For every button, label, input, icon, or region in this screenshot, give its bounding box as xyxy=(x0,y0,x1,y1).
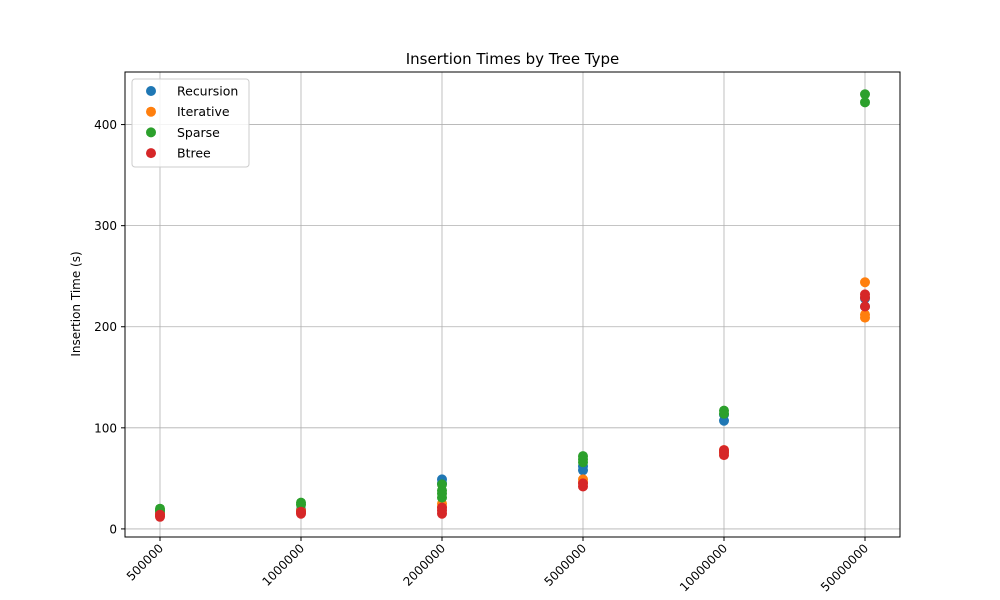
data-point xyxy=(719,405,729,416)
x-tick-label: 10000000 xyxy=(677,541,730,594)
legend-marker xyxy=(146,106,156,117)
data-point xyxy=(296,506,306,517)
x-axis-ticks: 500000 1000000 2000000 5000000 10000000 50000… xyxy=(124,537,871,594)
data-point xyxy=(155,509,165,520)
y-tick-label: 100 xyxy=(94,421,117,435)
series-sparse xyxy=(155,89,870,516)
data-point xyxy=(437,502,447,513)
data-point xyxy=(578,451,588,462)
data-point xyxy=(860,312,870,323)
y-tick-label: 200 xyxy=(94,320,117,334)
data-point xyxy=(437,479,447,490)
series-btree xyxy=(155,289,870,522)
x-tick-label: 5000000 xyxy=(541,541,589,589)
y-tick-label: 400 xyxy=(94,118,117,132)
legend: Recursion Iterative Sparse Btree xyxy=(131,78,250,168)
legend-marker xyxy=(146,127,156,138)
plot-area-frame xyxy=(124,71,901,538)
legend-marker xyxy=(146,148,156,159)
y-axis-label: Insertion Time (s) xyxy=(69,251,83,356)
data-point xyxy=(860,289,870,300)
x-tick-label: 1000000 xyxy=(259,541,307,589)
y-axis-ticks: 0 100 200 300 400 xyxy=(94,118,125,536)
y-tick-label: 300 xyxy=(94,219,117,233)
x-tick-label: 2000000 xyxy=(400,541,448,589)
legend-label: Sparse xyxy=(177,125,220,140)
data-point xyxy=(296,497,306,508)
data-point xyxy=(719,445,729,456)
series-recursion xyxy=(155,293,870,520)
data-points xyxy=(155,89,870,522)
legend-box xyxy=(131,78,250,168)
series-iterative xyxy=(155,277,870,521)
y-tick-label: 0 xyxy=(109,522,117,536)
data-point xyxy=(860,277,870,288)
chart-title: Insertion Times by Tree Type xyxy=(406,50,620,68)
legend-label: Btree xyxy=(177,146,211,161)
legend-label: Iterative xyxy=(177,104,230,119)
data-point xyxy=(860,97,870,108)
legend-label: Recursion xyxy=(177,84,238,99)
data-point xyxy=(860,89,870,100)
data-point xyxy=(860,301,870,312)
legend-marker xyxy=(146,86,156,96)
x-tick-label: 50000000 xyxy=(818,541,871,594)
data-point xyxy=(578,478,588,489)
x-tick-label: 500000 xyxy=(124,541,166,583)
